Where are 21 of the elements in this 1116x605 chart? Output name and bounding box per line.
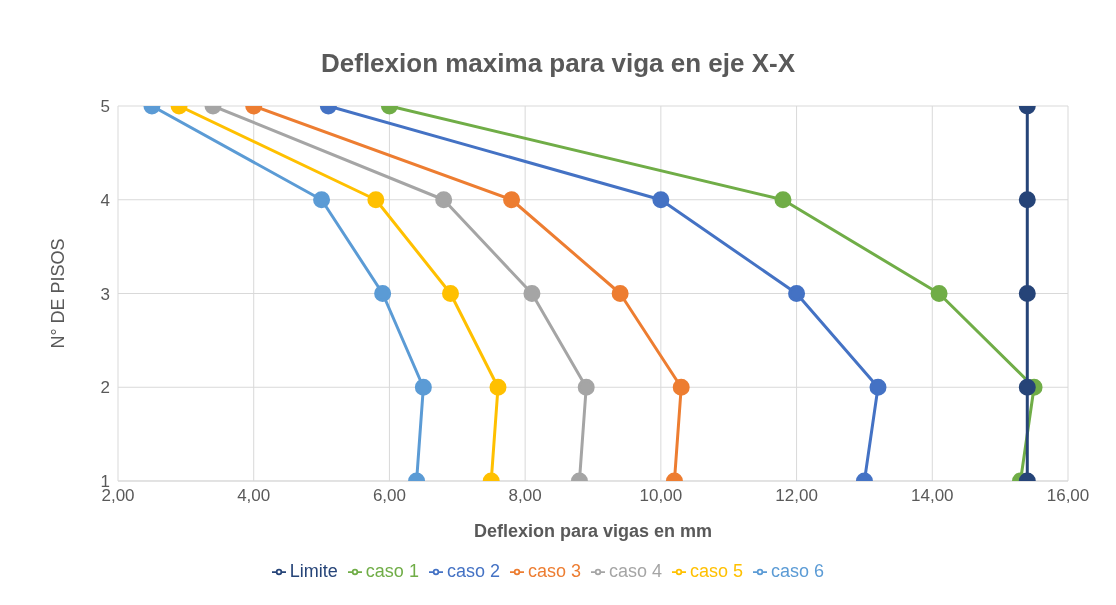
y-tick-label: 3 — [100, 284, 110, 304]
y-tick-label: 4 — [100, 190, 110, 210]
legend-label: caso 6 — [771, 561, 825, 581]
legend-label: caso 5 — [690, 561, 744, 581]
y-axis-title: N° DE PISOS — [48, 238, 69, 349]
legend-label: caso 1 — [365, 561, 419, 581]
x-tick-label: 14,00 — [911, 486, 954, 506]
chart-title: Deflexion maxima para viga en eje X-X — [320, 47, 796, 80]
x-tick-label: 8,00 — [508, 486, 542, 506]
x-axis-title: Deflexion para vigas en mm — [473, 521, 713, 541]
y-tick-label: 2 — [100, 378, 110, 398]
y-tick-label: 5 — [100, 97, 110, 117]
x-tick-label: 16,00 — [1046, 486, 1090, 506]
x-tick-label: 4,00 — [237, 486, 271, 506]
x-tick-label: 10,00 — [639, 486, 683, 506]
legend-label: caso 4 — [609, 561, 663, 581]
x-tick-label: 6,00 — [372, 486, 406, 506]
legend-label: caso 2 — [446, 561, 500, 581]
legend-label: Limite — [289, 561, 338, 581]
legend-label: caso 3 — [527, 561, 581, 581]
x-tick-label: 12,00 — [775, 486, 818, 506]
